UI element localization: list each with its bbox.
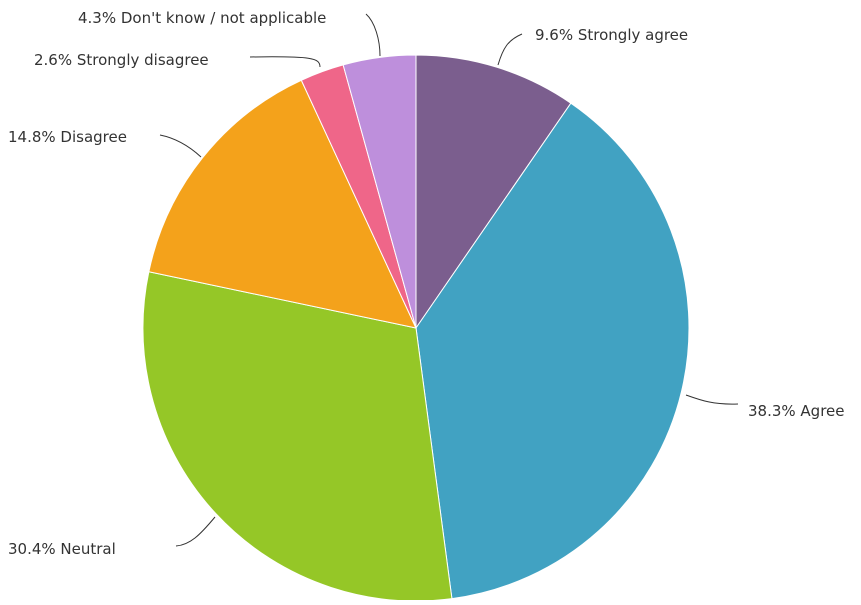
data-label-disagree: 14.8% Disagree [8,128,127,146]
connector-neutral [175,516,216,547]
connector-strongly-disagree [249,56,321,68]
pie-slice-disagree[interactable] [148,79,417,329]
slices-layer [142,54,690,602]
connector-disagree [159,134,202,158]
labels-layer: 9.6% Strongly agree 38.3% Agree 30.4% Neut… [8,9,845,558]
data-label-don-t-know-not-applicable: 4.3% Don't know / not applicable [78,9,326,27]
pie-slice-strongly-agree[interactable] [415,54,572,330]
pie-slice-don-t-know-not-applicable[interactable] [342,54,417,329]
data-label-neutral: 30.4% Neutral [8,540,116,558]
connector-strongly-agree [497,33,523,66]
connector-don-t-know-not-applicable [365,13,381,57]
pie-slice-neutral[interactable] [142,271,453,602]
pie-slice-agree[interactable] [415,102,690,600]
data-label-strongly-agree: 9.6% Strongly agree [535,26,688,44]
connector-agree [685,394,739,405]
data-label-agree: 38.3% Agree [748,402,845,420]
data-label-strongly-disagree: 2.6% Strongly disagree [34,51,209,69]
